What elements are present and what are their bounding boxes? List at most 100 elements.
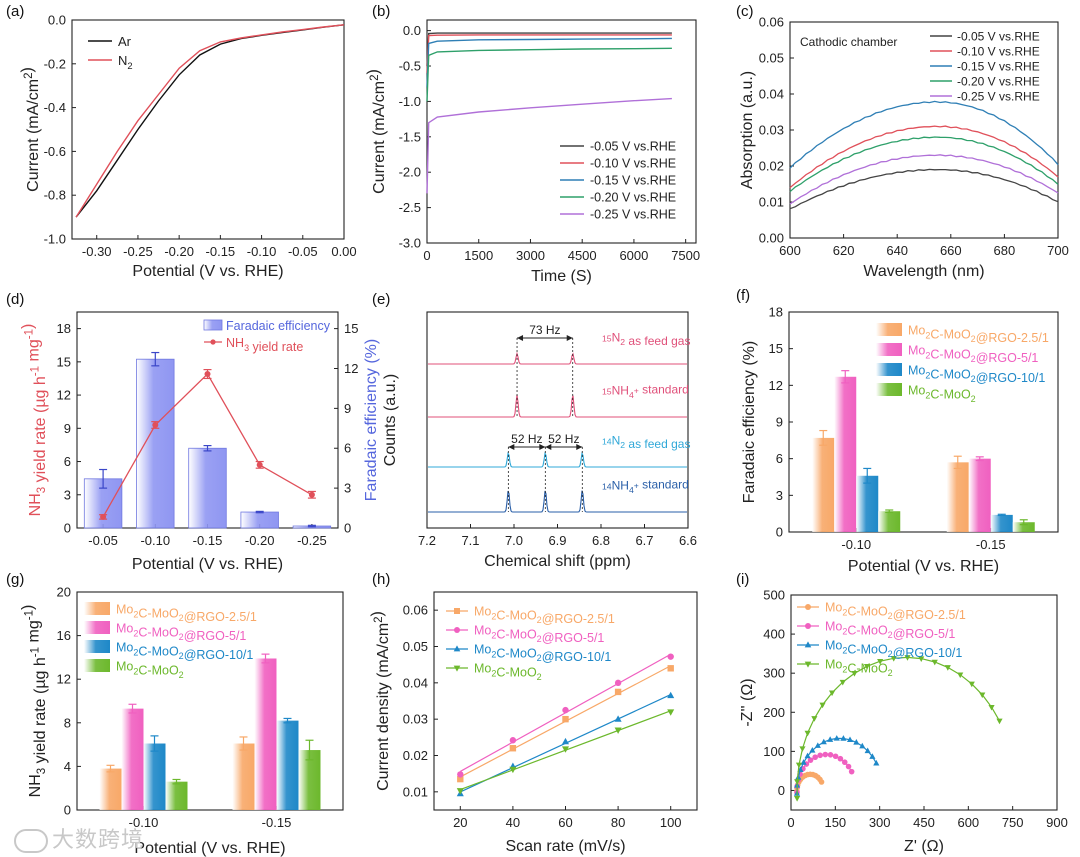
e-annotation: 52 Hz	[511, 432, 542, 446]
i-legend-label: Mo2C-MoO2@RGO-5/1	[825, 620, 955, 642]
x-axis-label: Time (S)	[531, 268, 592, 285]
h-data-point	[667, 691, 675, 699]
a-x-tick-label: 0.00	[331, 244, 356, 259]
h-data-point	[667, 665, 674, 672]
h-legend-label: Mo2C-MoO2@RGO-2.5/1	[474, 605, 615, 627]
f-legend-label: Mo2C-MoO2@RGO-2.5/1	[908, 324, 1049, 346]
i-data-point	[837, 755, 844, 762]
a-x-tick-label: -0.25	[123, 244, 153, 259]
c-x-tick-label: 620	[833, 243, 855, 258]
d-x-tick-label: -0.05	[88, 533, 118, 548]
f-y-tick-label: 0	[776, 525, 783, 540]
d-yr-tick-label: 3	[344, 481, 351, 496]
i-data-point	[873, 759, 880, 766]
b-x-tick-label: 7500	[671, 248, 700, 263]
panel-e: 7.2 7.1 7.0 6.9 6.8 6.7 6.6 15N2 as feed gas 15N…	[382, 311, 697, 570]
d-x-tick-label: -0.10	[140, 533, 170, 548]
i-data-point	[799, 746, 806, 752]
i-data-point	[822, 751, 829, 758]
i-data-point	[828, 690, 836, 697]
a-y-tick-label: -0.4	[44, 100, 66, 115]
i-data-point	[864, 747, 871, 754]
b-series-line	[426, 97, 672, 194]
plot-frame	[426, 19, 697, 244]
i-data-point	[817, 752, 823, 759]
a-series-line	[75, 24, 345, 218]
e-x-tick-label: 7.1	[461, 533, 479, 548]
panel-c: 600 620 640 660 680 700 0.00 0.01 0.02 0.03 0.04 0.…	[739, 15, 1069, 281]
b-series-line	[426, 32, 672, 67]
h-data-point	[562, 715, 569, 723]
i-legend-marker	[805, 623, 811, 629]
a-y-tick-label: -0.2	[44, 56, 66, 71]
i-data-point	[820, 738, 827, 745]
d-yield-point	[256, 461, 263, 468]
c-x-tick-label: 660	[940, 243, 962, 258]
i-data-point	[833, 735, 840, 741]
a-x-tick-label: -0.15	[206, 244, 236, 259]
h-data-point	[614, 715, 622, 722]
i-data-point	[863, 664, 871, 670]
f-legend-swatch	[876, 383, 902, 396]
d-yr-tick-label: 0	[344, 521, 351, 536]
i-legend-marker	[804, 661, 812, 668]
i-data-point	[853, 739, 860, 745]
y-axis-label: Absorption (a.u.)	[739, 71, 756, 189]
e-x-tick-label: 7.0	[505, 533, 523, 548]
a-y-tick-label: 0.0	[48, 13, 66, 28]
b-y-tick-label: -3.0	[399, 236, 421, 251]
panel-h: 20 40 60 80 100 0.01 0.02 0.03 0.04 0.05 0.06 Mo2C-…	[369, 591, 698, 855]
h-x-tick-label: 60	[558, 815, 572, 830]
panel-label-h: (h)	[372, 571, 390, 588]
f-bar	[946, 462, 969, 532]
x-axis-label: Potential (V vs. RHE)	[134, 840, 285, 857]
i-data-point	[931, 659, 938, 666]
d-bar	[188, 447, 227, 529]
f-y-tick-label: 9	[776, 415, 783, 430]
f-x-tick-label: -0.15	[976, 537, 1006, 552]
b-y-tick-label: -2.5	[399, 200, 421, 215]
e-x-tick-label: 6.9	[548, 533, 566, 548]
y-axis-label: Current (mA/cm2)	[19, 67, 42, 192]
h-data-point	[667, 709, 675, 716]
h-data-point	[614, 688, 622, 696]
d-bar	[136, 358, 175, 529]
f-y-tick-label: 12	[769, 378, 783, 393]
c-legend-label: -0.20 V vs.RHE	[957, 75, 1040, 89]
g-legend-label: Mo2C-MoO2@RGO-10/1	[116, 641, 253, 663]
panel-d: -0.05 -0.10 -0.15 -0.20 -0.25 0 3 6 9 12 15 18 0 3 6 9 1…	[20, 311, 380, 573]
f-bar	[1012, 522, 1035, 532]
b-legend-label: -0.10 V vs.RHE	[590, 157, 676, 171]
c-series-line	[789, 100, 1059, 169]
panel-label-b: (b)	[372, 3, 390, 20]
i-data-point	[996, 718, 1003, 725]
i-data-point	[804, 752, 811, 759]
a-x-tick-label: -0.05	[288, 244, 318, 259]
e-spectrum-line	[428, 490, 687, 513]
i-data-point	[814, 742, 821, 748]
h-x-tick-label: 40	[506, 815, 520, 830]
a-y-tick-label: -1.0	[44, 232, 66, 247]
i-x-tick-label: 150	[824, 815, 846, 830]
b-x-tick-label: 6000	[619, 248, 648, 263]
b-legend-label: -0.15 V vs.RHE	[590, 174, 676, 188]
i-data-point	[809, 747, 816, 753]
g-bar	[232, 743, 255, 810]
y-axis-label: Faradaic efficiency (%)	[741, 341, 758, 503]
e-annotation: 52 Hz	[548, 432, 579, 446]
i-y-tick-label: 200	[763, 705, 785, 720]
g-legend-swatch	[84, 621, 110, 634]
h-legend-label: Mo2C-MoO2	[474, 662, 542, 683]
x-axis-label: Potential (V vs. RHE)	[132, 556, 283, 573]
d-yl-tick-label: 18	[57, 321, 71, 336]
panel-a: -0.30 -0.25 -0.20 -0.15 -0.10 -0.05 0.00 0.0 -0.…	[19, 13, 357, 281]
d-yl-tick-label: 6	[64, 454, 71, 469]
g-bar	[165, 781, 188, 810]
h-data-point	[667, 653, 674, 660]
i-y-tick-label: 400	[763, 627, 785, 642]
h-data-point	[562, 706, 569, 714]
f-legend-label: Mo2C-MoO2	[908, 384, 976, 405]
d-yl-tick-label: 0	[64, 521, 71, 536]
d-yl-tick-label: 12	[57, 388, 71, 403]
